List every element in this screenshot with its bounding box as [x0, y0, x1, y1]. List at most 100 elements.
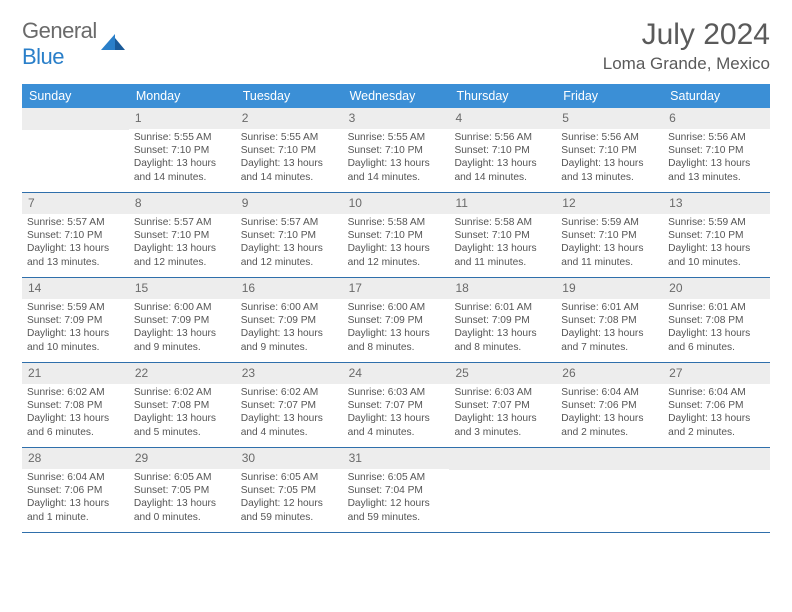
daylight-text: Daylight: 13 hours and 4 minutes. [241, 412, 338, 438]
day-body: Sunrise: 6:04 AMSunset: 7:06 PMDaylight:… [556, 384, 663, 442]
day-body: Sunrise: 6:04 AMSunset: 7:06 PMDaylight:… [22, 469, 129, 527]
sunrise-text: Sunrise: 6:04 AM [668, 386, 765, 399]
sunset-text: Sunset: 7:10 PM [561, 229, 658, 242]
dow-cell: Wednesday [343, 84, 450, 108]
dow-cell: Sunday [22, 84, 129, 108]
sunrise-text: Sunrise: 5:58 AM [348, 216, 445, 229]
sunrise-text: Sunrise: 5:58 AM [454, 216, 551, 229]
daylight-text: Daylight: 13 hours and 5 minutes. [134, 412, 231, 438]
day-cell: 22Sunrise: 6:02 AMSunset: 7:08 PMDayligh… [129, 363, 236, 447]
sunset-text: Sunset: 7:10 PM [241, 144, 338, 157]
title-block: July 2024 Loma Grande, Mexico [603, 18, 770, 74]
sunset-text: Sunset: 7:08 PM [134, 399, 231, 412]
sunrise-text: Sunrise: 5:59 AM [561, 216, 658, 229]
day-number: 28 [22, 448, 129, 469]
day-body: Sunrise: 6:04 AMSunset: 7:06 PMDaylight:… [663, 384, 770, 442]
daylight-text: Daylight: 13 hours and 14 minutes. [454, 157, 551, 183]
daylight-text: Daylight: 13 hours and 13 minutes. [668, 157, 765, 183]
day-number: 14 [22, 278, 129, 299]
day-number: 5 [556, 108, 663, 129]
day-number: 10 [343, 193, 450, 214]
daylight-text: Daylight: 13 hours and 12 minutes. [134, 242, 231, 268]
day-body: Sunrise: 6:03 AMSunset: 7:07 PMDaylight:… [343, 384, 450, 442]
day-body: Sunrise: 6:05 AMSunset: 7:05 PMDaylight:… [129, 469, 236, 527]
daylight-text: Daylight: 13 hours and 11 minutes. [454, 242, 551, 268]
day-body: Sunrise: 5:56 AMSunset: 7:10 PMDaylight:… [556, 129, 663, 187]
sunset-text: Sunset: 7:08 PM [27, 399, 124, 412]
sunset-text: Sunset: 7:10 PM [561, 144, 658, 157]
day-number: 31 [343, 448, 450, 469]
day-body: Sunrise: 6:01 AMSunset: 7:09 PMDaylight:… [449, 299, 556, 357]
day-body: Sunrise: 6:02 AMSunset: 7:07 PMDaylight:… [236, 384, 343, 442]
day-body [22, 130, 129, 190]
sunrise-text: Sunrise: 6:01 AM [454, 301, 551, 314]
sunrise-text: Sunrise: 6:00 AM [134, 301, 231, 314]
sunset-text: Sunset: 7:08 PM [561, 314, 658, 327]
sunset-text: Sunset: 7:08 PM [668, 314, 765, 327]
daylight-text: Daylight: 13 hours and 10 minutes. [668, 242, 765, 268]
day-number: 17 [343, 278, 450, 299]
daylight-text: Daylight: 13 hours and 2 minutes. [668, 412, 765, 438]
dow-cell: Saturday [663, 84, 770, 108]
day-cell: 21Sunrise: 6:02 AMSunset: 7:08 PMDayligh… [22, 363, 129, 447]
sunrise-text: Sunrise: 5:57 AM [134, 216, 231, 229]
day-number: 29 [129, 448, 236, 469]
day-body [449, 470, 556, 530]
day-number [449, 448, 556, 470]
day-cell: 27Sunrise: 6:04 AMSunset: 7:06 PMDayligh… [663, 363, 770, 447]
day-number: 7 [22, 193, 129, 214]
day-body: Sunrise: 6:01 AMSunset: 7:08 PMDaylight:… [663, 299, 770, 357]
sunrise-text: Sunrise: 5:59 AM [668, 216, 765, 229]
header: General Blue July 2024 Loma Grande, Mexi… [22, 18, 770, 74]
day-body: Sunrise: 5:56 AMSunset: 7:10 PMDaylight:… [449, 129, 556, 187]
day-number [22, 108, 129, 130]
daylight-text: Daylight: 13 hours and 2 minutes. [561, 412, 658, 438]
day-number: 20 [663, 278, 770, 299]
daylight-text: Daylight: 13 hours and 12 minutes. [241, 242, 338, 268]
day-cell: 23Sunrise: 6:02 AMSunset: 7:07 PMDayligh… [236, 363, 343, 447]
day-number: 16 [236, 278, 343, 299]
sunset-text: Sunset: 7:10 PM [134, 144, 231, 157]
day-cell: 9Sunrise: 5:57 AMSunset: 7:10 PMDaylight… [236, 193, 343, 277]
day-cell [449, 448, 556, 532]
sunrise-text: Sunrise: 6:02 AM [27, 386, 124, 399]
day-body: Sunrise: 5:57 AMSunset: 7:10 PMDaylight:… [129, 214, 236, 272]
daylight-text: Daylight: 13 hours and 14 minutes. [134, 157, 231, 183]
day-body: Sunrise: 5:56 AMSunset: 7:10 PMDaylight:… [663, 129, 770, 187]
daylight-text: Daylight: 12 hours and 59 minutes. [241, 497, 338, 523]
day-cell: 29Sunrise: 6:05 AMSunset: 7:05 PMDayligh… [129, 448, 236, 532]
day-body: Sunrise: 5:59 AMSunset: 7:10 PMDaylight:… [663, 214, 770, 272]
day-body: Sunrise: 5:55 AMSunset: 7:10 PMDaylight:… [129, 129, 236, 187]
sunset-text: Sunset: 7:07 PM [348, 399, 445, 412]
day-body: Sunrise: 5:57 AMSunset: 7:10 PMDaylight:… [22, 214, 129, 272]
sunrise-text: Sunrise: 5:56 AM [454, 131, 551, 144]
day-cell: 13Sunrise: 5:59 AMSunset: 7:10 PMDayligh… [663, 193, 770, 277]
sunset-text: Sunset: 7:06 PM [668, 399, 765, 412]
sunrise-text: Sunrise: 5:56 AM [561, 131, 658, 144]
sunrise-text: Sunrise: 6:04 AM [27, 471, 124, 484]
sunset-text: Sunset: 7:05 PM [241, 484, 338, 497]
day-cell: 6Sunrise: 5:56 AMSunset: 7:10 PMDaylight… [663, 108, 770, 192]
day-number: 13 [663, 193, 770, 214]
daylight-text: Daylight: 13 hours and 6 minutes. [668, 327, 765, 353]
sunset-text: Sunset: 7:10 PM [241, 229, 338, 242]
daylight-text: Daylight: 13 hours and 13 minutes. [27, 242, 124, 268]
sunset-text: Sunset: 7:07 PM [454, 399, 551, 412]
sunset-text: Sunset: 7:10 PM [348, 144, 445, 157]
day-cell: 3Sunrise: 5:55 AMSunset: 7:10 PMDaylight… [343, 108, 450, 192]
day-cell: 14Sunrise: 5:59 AMSunset: 7:09 PMDayligh… [22, 278, 129, 362]
sunset-text: Sunset: 7:10 PM [454, 229, 551, 242]
sunrise-text: Sunrise: 6:05 AM [348, 471, 445, 484]
logo-general: General [22, 18, 97, 43]
dow-row: Sunday Monday Tuesday Wednesday Thursday… [22, 84, 770, 108]
daylight-text: Daylight: 13 hours and 3 minutes. [454, 412, 551, 438]
sunrise-text: Sunrise: 5:57 AM [27, 216, 124, 229]
sunset-text: Sunset: 7:10 PM [27, 229, 124, 242]
week-row: 7Sunrise: 5:57 AMSunset: 7:10 PMDaylight… [22, 193, 770, 278]
daylight-text: Daylight: 13 hours and 9 minutes. [134, 327, 231, 353]
day-body: Sunrise: 5:55 AMSunset: 7:10 PMDaylight:… [236, 129, 343, 187]
sunset-text: Sunset: 7:09 PM [241, 314, 338, 327]
sunrise-text: Sunrise: 6:02 AM [241, 386, 338, 399]
day-cell: 8Sunrise: 5:57 AMSunset: 7:10 PMDaylight… [129, 193, 236, 277]
sunset-text: Sunset: 7:04 PM [348, 484, 445, 497]
